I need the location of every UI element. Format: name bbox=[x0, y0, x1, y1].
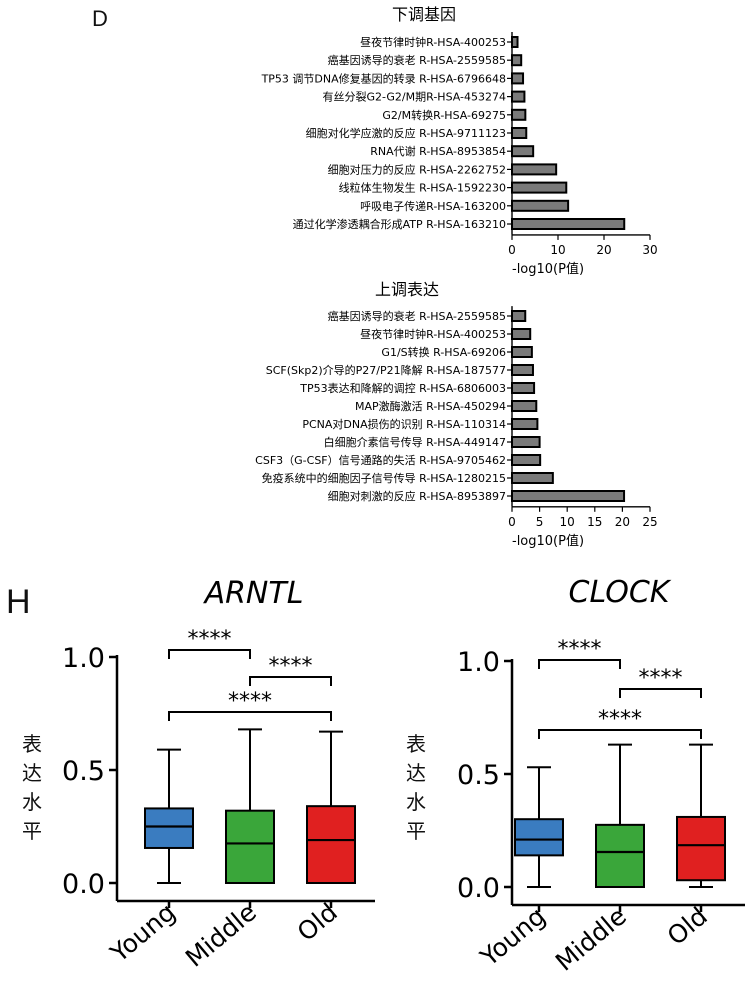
bar bbox=[511, 90, 526, 103]
y-tick-label: 1.0 bbox=[457, 647, 500, 678]
bar bbox=[511, 181, 568, 194]
bar bbox=[511, 72, 525, 85]
category-label: 线粒体生物发生 R-HSA-1592230 bbox=[339, 181, 506, 195]
category-label: MAP激酶激活 R-HSA-450294 bbox=[355, 399, 506, 413]
category-label: 白细胞介素信号传导 R-HSA-449147 bbox=[324, 435, 506, 449]
category-label: PCNA对DNA损伤的识别 R-HSA-110314 bbox=[302, 417, 506, 431]
category-label: TP53 调节DNA修复基因的转录 R-HSA-6796648 bbox=[261, 71, 506, 85]
x-tick-label: 10 bbox=[550, 243, 565, 257]
category-label: SCF(Skp2)介导的P27/P21降解 R-HSA-187577 bbox=[266, 363, 506, 377]
bar bbox=[511, 108, 527, 121]
bar bbox=[511, 54, 523, 67]
category-label: 癌基因诱导的衰老 R-HSA-2559585 bbox=[328, 53, 506, 67]
x-tick-label: Old bbox=[662, 901, 713, 951]
category-label: CSF3（G-CSF）信号通路的失活 R-HSA-9705462 bbox=[255, 453, 506, 467]
box bbox=[514, 818, 564, 857]
significance-bracket bbox=[168, 711, 332, 721]
x-axis-title: -log10(P值) bbox=[512, 261, 584, 277]
bar bbox=[511, 490, 626, 502]
category-label: G2/M转换R-HSA-69275 bbox=[382, 108, 506, 122]
category-label: 呼吸电子传递R-HSA-163200 bbox=[360, 199, 506, 213]
bar bbox=[511, 436, 541, 448]
box bbox=[225, 809, 275, 884]
category-label: 细胞对化学应激的反应 R-HSA-9711123 bbox=[306, 126, 506, 140]
x-tick-label: 5 bbox=[536, 515, 544, 529]
category-label: TP53表达和降解的调控 R-HSA-6806003 bbox=[299, 381, 506, 395]
bar bbox=[511, 400, 538, 412]
bar bbox=[511, 36, 519, 48]
bar bbox=[511, 310, 527, 322]
bar bbox=[511, 199, 570, 212]
chart-title: CLOCK bbox=[569, 575, 672, 610]
x-tick-label: 20 bbox=[615, 515, 630, 529]
category-label: 免疫系统中的细胞因子信号传导 R-HSA-1280215 bbox=[262, 471, 506, 485]
y-tick-label: 0.5 bbox=[457, 760, 500, 791]
bar bbox=[511, 418, 539, 430]
bar bbox=[511, 163, 558, 176]
y-tick-label: 0.0 bbox=[457, 873, 500, 904]
bar bbox=[511, 382, 536, 394]
bar bbox=[511, 472, 554, 484]
x-tick-label: Middle bbox=[550, 901, 632, 976]
category-label: 通过化学渗透耦合形成ATP R-HSA-163210 bbox=[293, 217, 506, 231]
bar bbox=[511, 364, 534, 376]
x-tick-label: Young bbox=[474, 901, 551, 972]
x-tick-label: 15 bbox=[587, 515, 602, 529]
x-tick-label: 0 bbox=[508, 243, 516, 257]
box bbox=[144, 807, 194, 849]
y-axis-label-text: 表达水平 bbox=[22, 732, 42, 843]
y-axis-label-text: 表达水平 bbox=[406, 732, 426, 843]
significance-bracket bbox=[249, 676, 332, 686]
category-label: 癌基因诱导的衰老 R-HSA-2559585 bbox=[328, 309, 506, 323]
y-tick-label: 1.0 bbox=[62, 643, 105, 674]
panel-label-h: H bbox=[6, 583, 31, 621]
significance-label: **** bbox=[558, 637, 602, 662]
bar bbox=[511, 127, 528, 139]
x-tick-label: 0 bbox=[508, 515, 516, 529]
x-tick-label: Young bbox=[104, 897, 181, 968]
significance-bracket bbox=[538, 659, 621, 669]
x-tick-label: 20 bbox=[596, 243, 611, 257]
chart-title: 上调表达 bbox=[375, 280, 439, 299]
x-tick-label: 30 bbox=[642, 243, 657, 257]
significance-bracket bbox=[168, 649, 251, 659]
significance-bracket bbox=[538, 729, 702, 739]
significance-label: **** bbox=[639, 666, 683, 691]
x-axis-title: -log10(P值) bbox=[512, 533, 584, 549]
bar bbox=[511, 218, 626, 230]
bar bbox=[511, 328, 532, 340]
panel-label-d: D bbox=[92, 6, 108, 31]
x-tick-label: Old bbox=[292, 897, 343, 947]
box bbox=[595, 823, 645, 888]
box bbox=[676, 815, 726, 882]
category-label: 昼夜节律时钟R-HSA-400253 bbox=[360, 35, 506, 49]
bar bbox=[511, 145, 535, 158]
significance-label: **** bbox=[269, 654, 313, 679]
significance-label: **** bbox=[598, 707, 642, 732]
category-label: RNA代谢 R-HSA-8953854 bbox=[370, 144, 506, 158]
y-tick-label: 0.0 bbox=[62, 869, 105, 900]
bar bbox=[511, 454, 542, 466]
x-tick-label: Middle bbox=[180, 897, 262, 972]
chart-title: ARNTL bbox=[203, 576, 304, 611]
category-label: 细胞对压力的反应 R-HSA-2262752 bbox=[328, 162, 506, 176]
x-tick-label: 10 bbox=[560, 515, 575, 529]
x-tick-label: 25 bbox=[642, 515, 657, 529]
bar bbox=[511, 346, 533, 358]
y-tick-label: 0.5 bbox=[62, 756, 105, 787]
box bbox=[306, 805, 356, 884]
category-label: G1/S转换 R-HSA-69206 bbox=[381, 345, 506, 359]
category-label: 昼夜节律时钟R-HSA-400253 bbox=[360, 327, 506, 341]
significance-label: **** bbox=[228, 689, 272, 714]
significance-bracket bbox=[619, 688, 702, 698]
category-label: 有丝分裂G2-G2/M期R-HSA-453274 bbox=[323, 90, 506, 104]
chart-title: 下调基因 bbox=[392, 5, 456, 24]
category-label: 细胞对刺激的反应 R-HSA-8953897 bbox=[328, 489, 506, 503]
significance-label: **** bbox=[188, 627, 232, 652]
y-axis-label-clock: 表达水平 bbox=[406, 730, 428, 846]
y-axis-label-arntl: 表达水平 bbox=[22, 730, 44, 846]
